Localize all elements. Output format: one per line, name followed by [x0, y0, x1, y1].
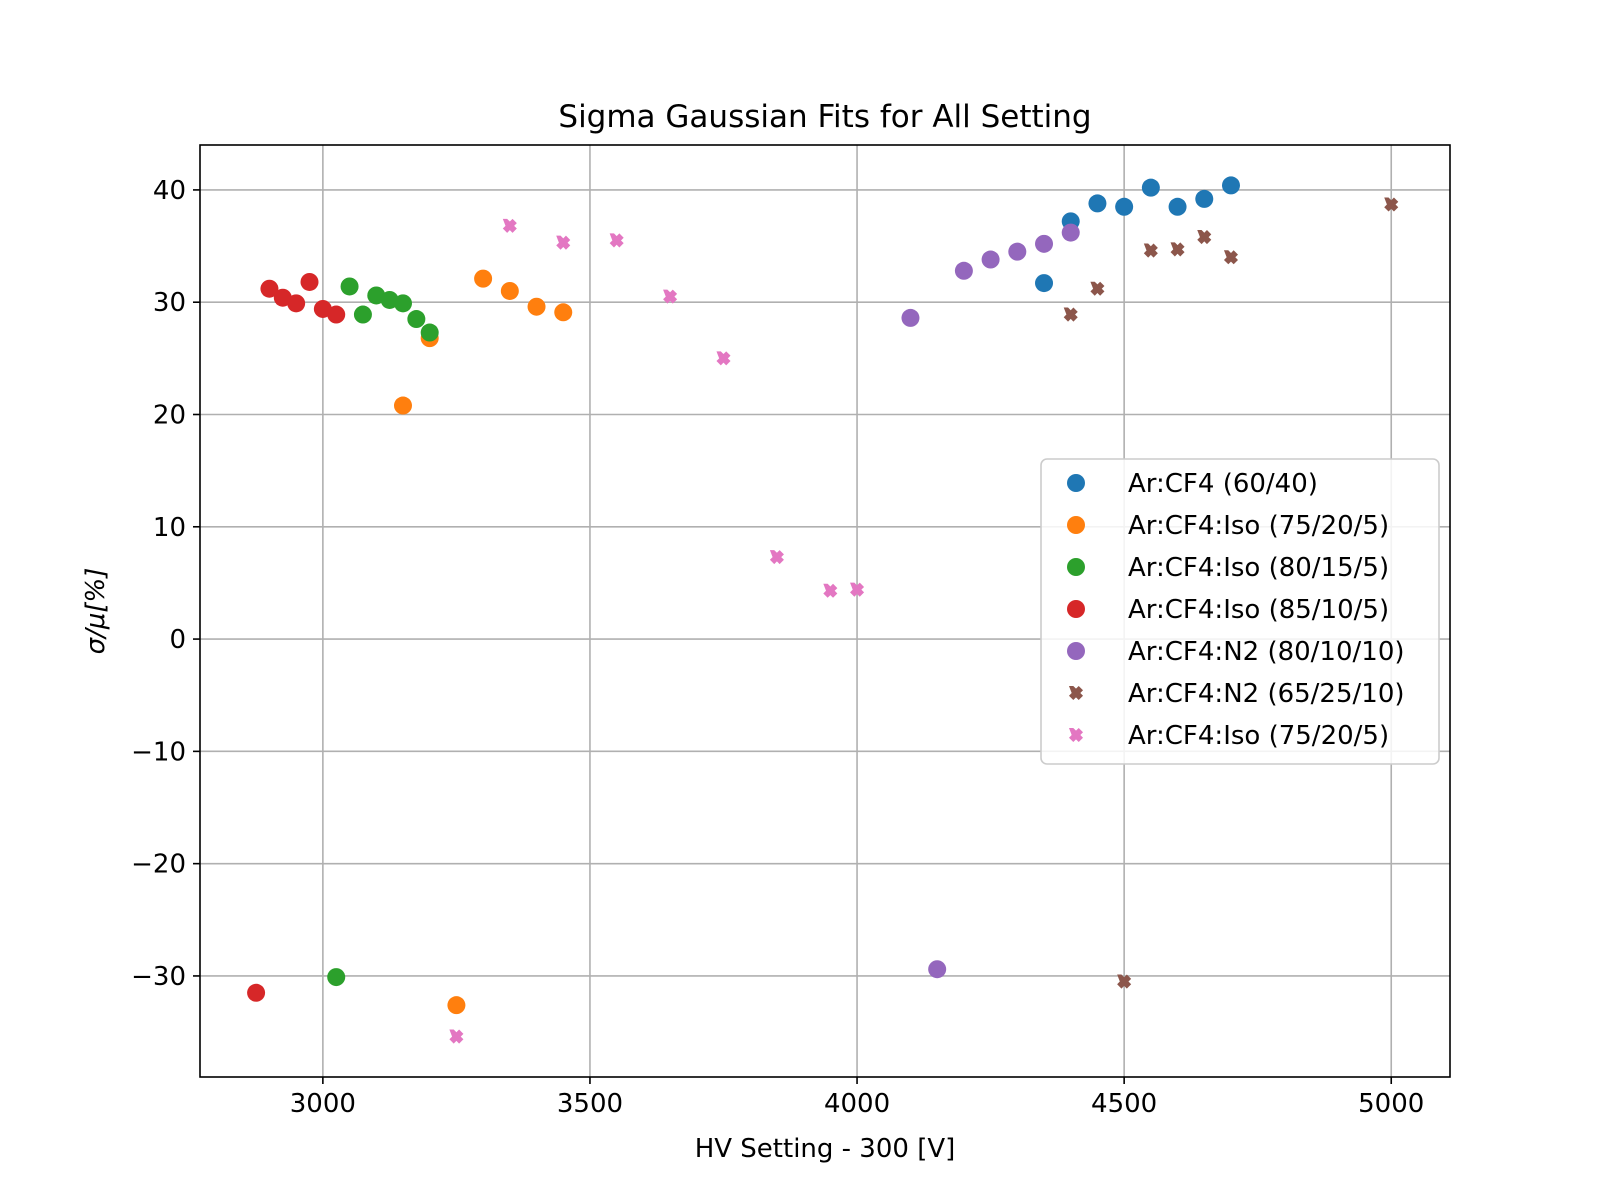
data-point [502, 218, 517, 233]
legend-label: Ar:CF4:Iso (80/15/5) [1128, 553, 1389, 583]
data-point [500, 281, 519, 300]
data-point [554, 303, 573, 322]
data-point [609, 233, 624, 248]
data-point [1117, 974, 1132, 989]
legend-label: Ar:CF4:N2 (65/25/10) [1128, 679, 1405, 709]
data-point [901, 308, 920, 327]
data-point [300, 272, 319, 291]
data-point [1221, 176, 1240, 195]
data-point [1143, 243, 1158, 258]
legend-marker [1067, 600, 1085, 618]
data-point [287, 294, 306, 313]
data-point [556, 235, 571, 250]
data-point [769, 550, 784, 565]
data-point [1061, 223, 1080, 242]
x-tick-label: 3000 [290, 1089, 356, 1119]
data-point [407, 310, 426, 329]
data-point [353, 305, 372, 324]
data-point [1115, 197, 1134, 216]
data-point [474, 269, 493, 288]
data-point [449, 1029, 464, 1044]
plot-frame [199, 144, 1451, 1078]
legend-marker [1068, 685, 1084, 701]
data-point [954, 261, 973, 280]
y-tick-label: 10 [153, 513, 186, 543]
series-4 [247, 272, 346, 1002]
legend-box [1040, 458, 1440, 765]
data-point [1384, 197, 1399, 212]
data-point [1090, 281, 1105, 296]
legend: Ar:CF4 (60/40) Ar:CF4:Iso (75/20/5) Ar:CF4… [1040, 458, 1440, 765]
series-6 [1063, 197, 1399, 989]
data-point [393, 396, 412, 415]
series-7 [449, 218, 865, 1044]
data-point [1170, 242, 1185, 257]
data-point [1035, 234, 1054, 253]
legend-marker [1067, 642, 1085, 660]
legend-label: Ar:CF4:Iso (75/20/5) [1128, 511, 1389, 541]
data-point [1141, 178, 1160, 197]
data-point [340, 277, 359, 296]
y-tick-label: 30 [153, 288, 186, 318]
data-point [1035, 274, 1054, 293]
legend-marker [1067, 474, 1085, 492]
data-point [1063, 307, 1078, 322]
data-points [247, 176, 1399, 1044]
x-axis-label: HV Setting - 300 [V] [695, 1134, 956, 1164]
legend-label: Ar:CF4:N2 (80/10/10) [1128, 637, 1405, 667]
data-point [420, 323, 439, 342]
legend-label: Ar:CF4:Iso (75/20/5) [1128, 721, 1389, 751]
data-point [447, 996, 466, 1015]
data-point [327, 968, 346, 987]
data-point [260, 279, 279, 298]
y-tick-label: 20 [153, 400, 186, 430]
x-tick-label: 3500 [557, 1089, 623, 1119]
y-tick-label: 0 [169, 625, 186, 655]
x-tick-label: 4000 [824, 1089, 890, 1119]
series-2 [393, 269, 573, 1015]
y-tick-label: −30 [131, 962, 186, 992]
series-1 [1035, 176, 1240, 293]
y-tick-label: 40 [153, 176, 186, 206]
series-5 [901, 223, 1080, 979]
y-tick-label: −20 [131, 850, 186, 880]
data-point [1195, 189, 1214, 208]
data-point [1197, 230, 1212, 245]
data-point [850, 582, 865, 597]
legend-marker [1068, 727, 1084, 743]
data-point [823, 583, 838, 598]
legend-marker [1067, 558, 1085, 576]
legend-marker [1067, 516, 1085, 534]
data-point [928, 960, 947, 979]
x-tick-label: 5000 [1358, 1089, 1424, 1119]
x-tick-label: 4500 [1091, 1089, 1157, 1119]
axis-ticks: 3000 3500 4000 4500 5000 −30 −20 −10 0 10 20 30 40 [131, 176, 1424, 1119]
data-point [1008, 242, 1027, 261]
y-tick-label: −10 [131, 737, 186, 767]
data-point [1088, 194, 1107, 213]
series-3 [327, 277, 439, 987]
legend-label: Ar:CF4:Iso (85/10/5) [1128, 595, 1389, 625]
data-point [393, 294, 412, 313]
data-point [716, 351, 731, 366]
data-point [247, 983, 266, 1002]
data-point [527, 297, 546, 316]
data-point [1223, 250, 1238, 265]
data-point [981, 250, 1000, 269]
data-point [1168, 197, 1187, 216]
chart-title: Sigma Gaussian Fits for All Setting [558, 99, 1091, 135]
y-axis-label: σ/μ[%] [81, 568, 111, 655]
data-point [327, 305, 346, 324]
legend-label: Ar:CF4 (60/40) [1128, 469, 1318, 499]
data-point [663, 289, 678, 304]
